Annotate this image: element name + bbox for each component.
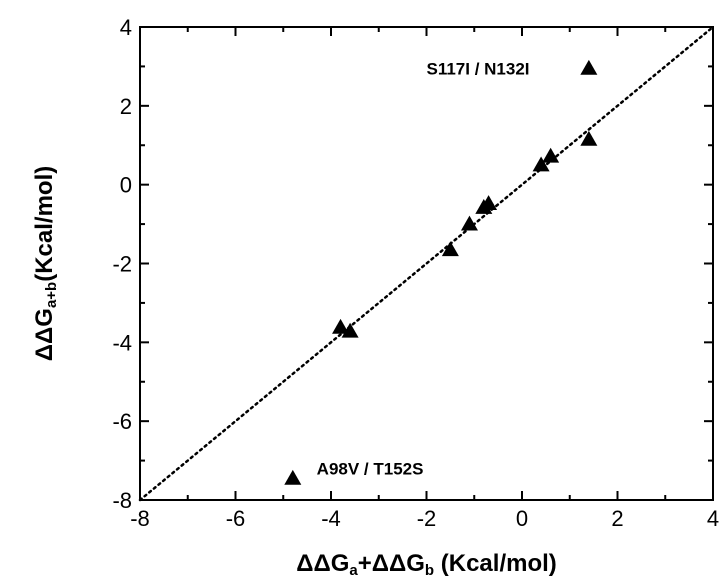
data-point-triangle xyxy=(475,199,493,214)
data-point-triangle xyxy=(532,156,550,172)
point-annotation: A98V / T152S xyxy=(317,459,424,478)
y-tick-label: 4 xyxy=(120,15,132,40)
annotations: S117I / N132I A98V / T152S xyxy=(317,59,530,478)
y-tick-label: -4 xyxy=(112,330,132,355)
x-tick-label: -4 xyxy=(321,506,341,531)
data-point-triangle xyxy=(580,59,598,75)
data-points xyxy=(284,59,598,485)
x-tick-label: 2 xyxy=(611,506,623,531)
y-axis-title: ΔΔGa+b(Kcal/mol) xyxy=(31,166,60,361)
data-point-triangle xyxy=(542,147,560,163)
data-point-triangle xyxy=(332,318,350,334)
reference-line-y-equals-x xyxy=(138,25,715,502)
point-annotation: S117I / N132I xyxy=(427,59,530,78)
x-tick-label: -8 xyxy=(130,506,150,531)
x-tick-label: -2 xyxy=(417,506,437,531)
data-point-triangle xyxy=(284,469,302,485)
y-tick-label: 0 xyxy=(120,173,132,198)
y-tick-label: 2 xyxy=(120,94,132,119)
x-tick-label: 0 xyxy=(516,506,528,531)
y-tick-label: -8 xyxy=(112,488,132,513)
axis-ticks: -8 -6 -4 -2 0 2 4 -8 -6 -4 -2 0 2 4 xyxy=(112,15,719,531)
x-tick-label: -6 xyxy=(226,506,246,531)
data-point-triangle xyxy=(460,215,478,231)
y-tick-label: -6 xyxy=(112,409,132,434)
data-point-triangle xyxy=(580,130,598,146)
x-tick-label: 4 xyxy=(707,506,719,531)
data-point-triangle xyxy=(441,241,459,257)
x-axis-title: ΔΔGa+ΔΔGb (Kcal/mol) xyxy=(296,550,557,578)
data-point-triangle xyxy=(341,322,359,338)
y-tick-label: -2 xyxy=(112,252,132,277)
reference-line-layer xyxy=(138,25,715,502)
